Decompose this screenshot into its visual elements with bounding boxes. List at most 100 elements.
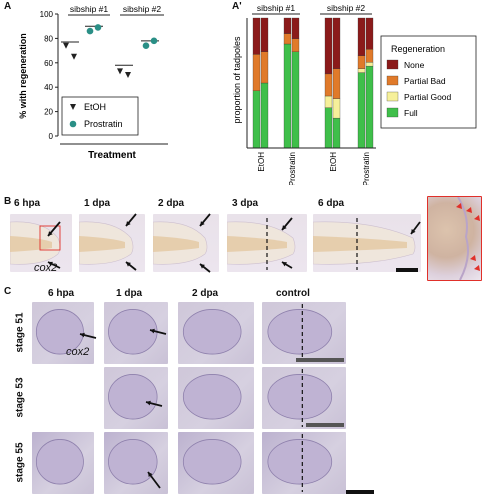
tail-header: 3 dpa (232, 198, 259, 209)
legend-swatch (386, 59, 399, 70)
tail-muscle (313, 236, 407, 252)
legend-label: Prostratin (84, 119, 123, 129)
bar-segment-partial-bad (291, 38, 300, 52)
bar-segment-full (332, 117, 341, 149)
legend-swatch (386, 91, 399, 102)
tail-image (79, 214, 145, 272)
bar-segment-none (365, 17, 374, 50)
bar-segment-partial-bad (332, 68, 341, 99)
y-tick-label: 20 (44, 108, 53, 117)
gene-label: cox2 (66, 346, 90, 358)
bar-segment-full (260, 82, 269, 149)
limb-bud (182, 374, 242, 420)
stage-label: stage 53 (14, 377, 26, 418)
scale-bar (346, 490, 374, 494)
limb-image (32, 432, 94, 494)
x-tick-label: Prostratin (288, 152, 297, 185)
bar-segment-partial-good (332, 98, 341, 119)
y-tick-label: 80 (44, 34, 53, 43)
zoom-inset (427, 196, 482, 281)
wound-edge (457, 197, 469, 280)
y-tick-label: 100 (40, 10, 54, 19)
tail-image (153, 214, 219, 272)
limb-header: control (276, 288, 310, 299)
limb-bud (108, 374, 158, 420)
limb-bud (108, 309, 158, 355)
tail-muscle (79, 236, 125, 252)
data-point-prostratin (86, 27, 94, 35)
stage-label: stage 55 (14, 442, 26, 483)
tail-muscle (153, 236, 199, 252)
chart-a-prime: proportion of tadpoles sibship #1 sibship … (232, 3, 477, 185)
stage-label: stage 51 (14, 312, 26, 353)
legend-title: Regeneration (391, 44, 445, 54)
tail-header: 6 hpa (14, 198, 41, 209)
bar-segment-partial-good (365, 62, 374, 67)
bar-segment-none (332, 17, 341, 69)
bar-segment-partial-bad (252, 54, 261, 91)
limb-bud (267, 439, 333, 485)
data-point-etoh (125, 72, 131, 78)
bar-segment-none (291, 17, 300, 39)
limb-bud (35, 439, 84, 485)
red-arrowhead (474, 215, 480, 221)
tail-image (313, 214, 421, 272)
red-arrowhead (474, 265, 480, 271)
limb-image (262, 302, 346, 364)
tail-header: 2 dpa (158, 198, 185, 209)
y-axis-label: proportion of tadpoles (232, 36, 242, 124)
group-label: sibship #1 (70, 4, 109, 14)
bar-segment-full (291, 51, 300, 149)
limb-image (262, 432, 346, 494)
bar-segment-none (324, 17, 333, 75)
bar-segment-full (252, 90, 261, 149)
y-axis-label: % with regeneration (18, 33, 28, 119)
tail-muscle (227, 236, 287, 252)
bar-segment-none (357, 17, 366, 56)
y-tick-label: 40 (44, 83, 53, 92)
limb-image (104, 367, 168, 429)
bar-segment-none (260, 17, 269, 52)
group-label: sibship #1 (257, 3, 296, 13)
panel-letter-c: C (4, 286, 12, 297)
bar-segment-partial-good (324, 95, 333, 108)
bar-segment-partial-bad (283, 33, 292, 45)
bar-segment-full (324, 107, 333, 149)
bar-segment-partial-bad (357, 55, 366, 69)
legend-label: Partial Bad (404, 76, 446, 86)
bar-segment-partial-bad (260, 51, 269, 84)
panel-letter-a-prime: A' (232, 1, 242, 12)
group-label: sibship #2 (327, 3, 366, 13)
limb-bud (267, 309, 333, 355)
legend-marker-prostratin (69, 120, 77, 128)
limb-bud (182, 439, 242, 485)
legend-label: None (404, 60, 425, 70)
data-point-prostratin (150, 37, 158, 45)
bar-segment-none (252, 17, 261, 55)
limb-image (104, 302, 168, 364)
bar-segment-full (283, 43, 292, 149)
legend-marker-etoh (70, 104, 76, 110)
panel-letter-b: B (4, 196, 12, 207)
tail-header: 1 dpa (84, 198, 111, 209)
data-point-etoh (117, 68, 123, 75)
limb-image (32, 302, 94, 364)
data-point-prostratin (94, 24, 102, 31)
y-tick-label: 0 (49, 132, 54, 141)
bar-segment-full (365, 65, 374, 149)
red-arrowhead (456, 203, 462, 209)
limb-image (262, 367, 346, 429)
limb-header: 2 dpa (192, 288, 219, 299)
gene-label: cox2 (34, 262, 58, 274)
x-tick-label: Prostratin (362, 152, 371, 185)
data-point-etoh (71, 53, 77, 60)
legend-label: EtOH (84, 102, 106, 112)
tail-muscle (10, 236, 52, 252)
legend-box (61, 96, 139, 136)
limb-image (178, 302, 254, 364)
limb-bud (35, 309, 84, 355)
panel-letter-a: A (4, 1, 12, 12)
limb-header: 6 hpa (48, 288, 75, 299)
group-label: sibship #2 (123, 4, 162, 14)
limb-bud (108, 439, 158, 485)
